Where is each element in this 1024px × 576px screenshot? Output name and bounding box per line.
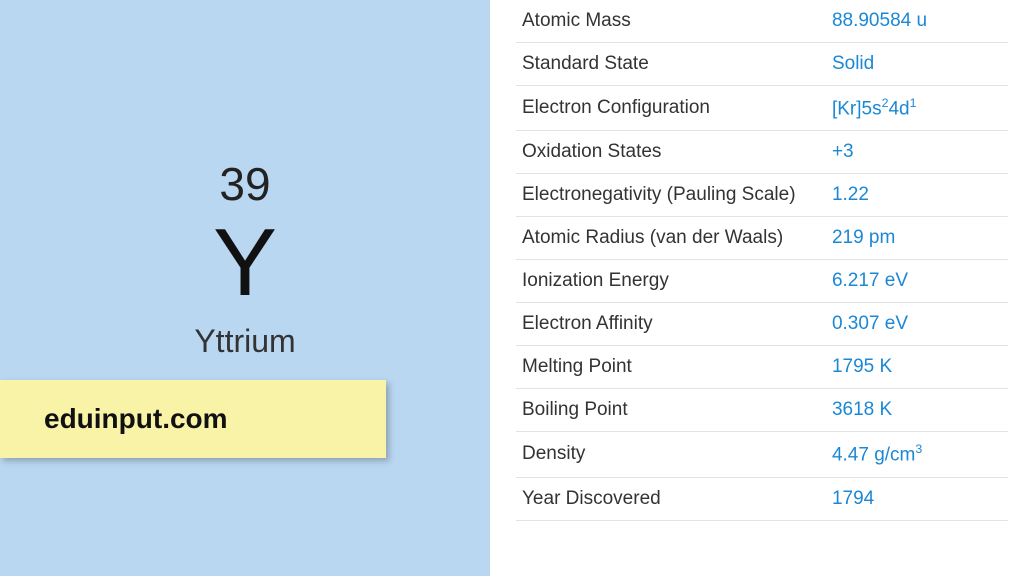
property-label: Density [516,432,826,477]
table-row: Atomic Radius (van der Waals)219 pm [516,217,1008,260]
property-label: Oxidation States [516,131,826,174]
property-label: Electronegativity (Pauling Scale) [516,174,826,217]
table-row: Electronegativity (Pauling Scale)1.22 [516,174,1008,217]
property-value: 1.22 [826,174,1008,217]
element-symbol: Y [213,215,277,311]
table-row: Boiling Point3618 K [516,389,1008,432]
property-value: 1794 [826,477,1008,520]
table-row: Electron Configuration[Kr]5s24d1 [516,86,1008,131]
element-card: 39 Y Yttrium eduinput.com [0,0,490,576]
watermark-text: eduinput.com [44,403,228,435]
property-label: Boiling Point [516,389,826,432]
properties-panel: Atomic Mass88.90584 uStandard StateSolid… [490,0,1024,576]
property-label: Atomic Mass [516,0,826,43]
property-value: [Kr]5s24d1 [826,86,1008,131]
property-value: 88.90584 u [826,0,1008,43]
property-label: Standard State [516,43,826,86]
property-value: 219 pm [826,217,1008,260]
table-row: Year Discovered1794 [516,477,1008,520]
property-label: Electron Configuration [516,86,826,131]
property-value: +3 [826,131,1008,174]
properties-table: Atomic Mass88.90584 uStandard StateSolid… [516,0,1008,521]
table-row: Standard StateSolid [516,43,1008,86]
table-row: Ionization Energy6.217 eV [516,260,1008,303]
property-value: 6.217 eV [826,260,1008,303]
property-label: Year Discovered [516,477,826,520]
property-value: 3618 K [826,389,1008,432]
atomic-number: 39 [219,157,270,211]
table-row: Density4.47 g/cm3 [516,432,1008,477]
watermark-box: eduinput.com [0,380,386,458]
property-value: 4.47 g/cm3 [826,432,1008,477]
table-row: Melting Point1795 K [516,346,1008,389]
table-row: Electron Affinity0.307 eV [516,303,1008,346]
property-value: Solid [826,43,1008,86]
property-label: Ionization Energy [516,260,826,303]
element-name: Yttrium [194,323,295,360]
property-label: Atomic Radius (van der Waals) [516,217,826,260]
property-label: Melting Point [516,346,826,389]
property-value: 0.307 eV [826,303,1008,346]
property-label: Electron Affinity [516,303,826,346]
property-value: 1795 K [826,346,1008,389]
table-row: Oxidation States+3 [516,131,1008,174]
table-row: Atomic Mass88.90584 u [516,0,1008,43]
